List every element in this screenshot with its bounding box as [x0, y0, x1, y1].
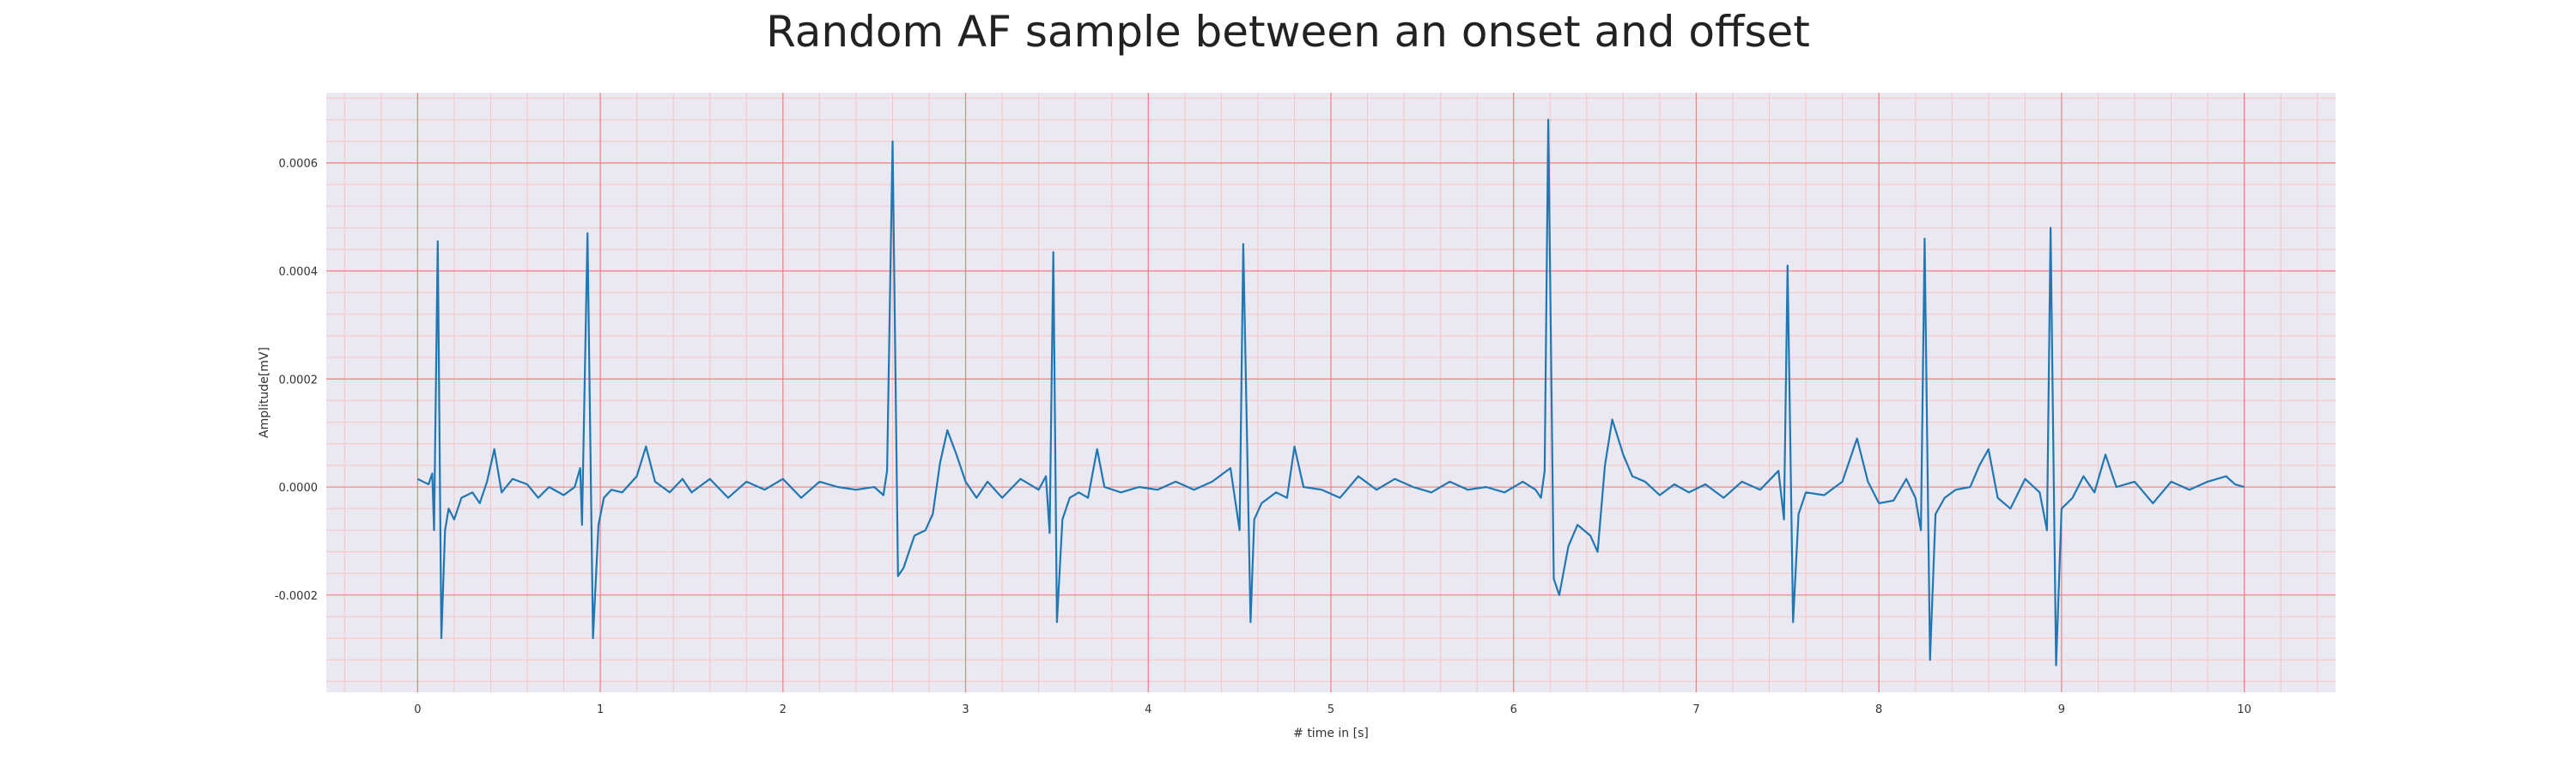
- x-tick-label: 2: [780, 703, 787, 716]
- x-tick-label: 9: [2058, 703, 2065, 716]
- x-tick-label: 8: [1875, 703, 1882, 716]
- x-tick-label: 0: [414, 703, 421, 716]
- x-tick-label: 6: [1510, 703, 1517, 716]
- series-layer: [416, 119, 2245, 666]
- x-tick-label: 1: [597, 703, 604, 716]
- y-axis-label: Amplitude[mV]: [258, 347, 271, 438]
- series-line-0: [416, 119, 2245, 666]
- x-tick-label: 5: [1327, 703, 1334, 716]
- x-tick-label: 3: [962, 703, 969, 716]
- y-tick-label: -0.0002: [275, 590, 318, 603]
- y-tick-labels: -0.0002 0.0000 0.0002 0.0004 0.0006: [275, 158, 318, 603]
- chart-title: Random AF sample between an onset and of…: [766, 7, 1810, 57]
- y-tick-label: 0.0004: [279, 266, 319, 279]
- x-tick-label: 10: [2237, 703, 2251, 716]
- x-axis-label: # time in [s]: [1293, 727, 1369, 740]
- y-tick-label: 0.0000: [279, 482, 319, 495]
- x-tick-labels: 0 1 2 3 4 5 6 7 8 9 10: [414, 703, 2251, 716]
- x-tick-label: 4: [1145, 703, 1151, 716]
- x-tick-label: 7: [1692, 703, 1699, 716]
- major-grid: [326, 93, 2336, 692]
- y-tick-label: 0.0006: [279, 158, 319, 171]
- y-tick-label: 0.0002: [279, 374, 319, 386]
